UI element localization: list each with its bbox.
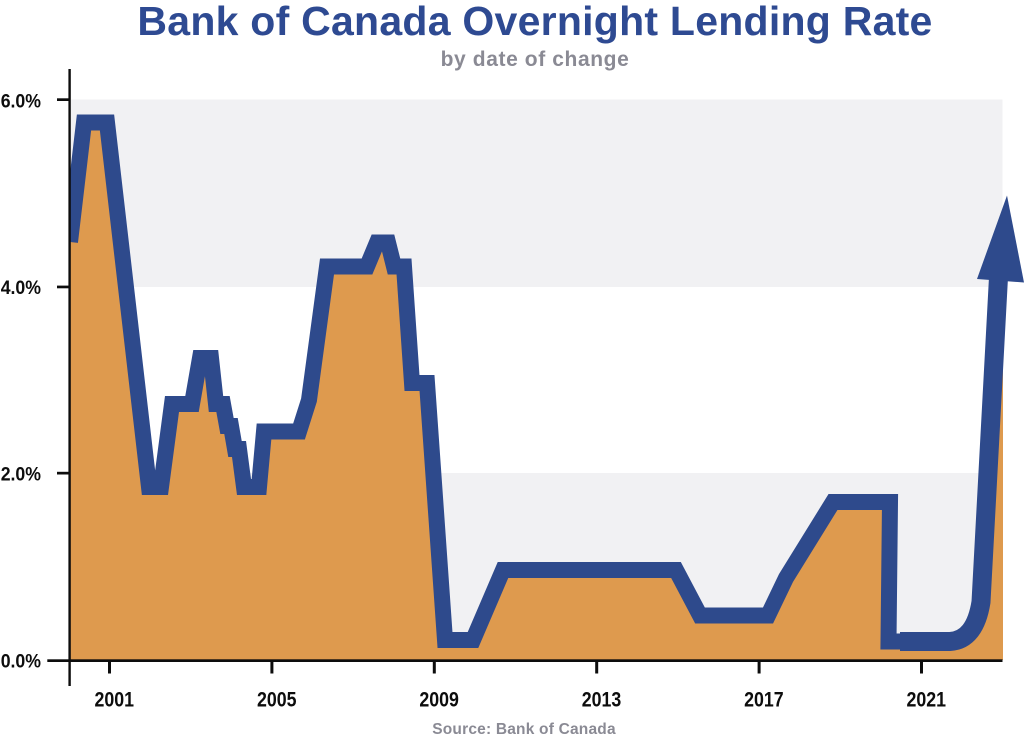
svg-text:2017: 2017 <box>744 689 784 712</box>
svg-text:2.0%: 2.0% <box>1 464 41 486</box>
svg-text:4.0%: 4.0% <box>1 277 41 299</box>
svg-text:6.0%: 6.0% <box>1 91 41 113</box>
svg-text:0.0%: 0.0% <box>1 650 41 672</box>
svg-text:2009: 2009 <box>419 689 459 712</box>
svg-text:2013: 2013 <box>582 689 622 712</box>
svg-text:2005: 2005 <box>257 689 297 712</box>
svg-text:2021: 2021 <box>907 689 947 712</box>
svg-text:2001: 2001 <box>95 689 135 712</box>
